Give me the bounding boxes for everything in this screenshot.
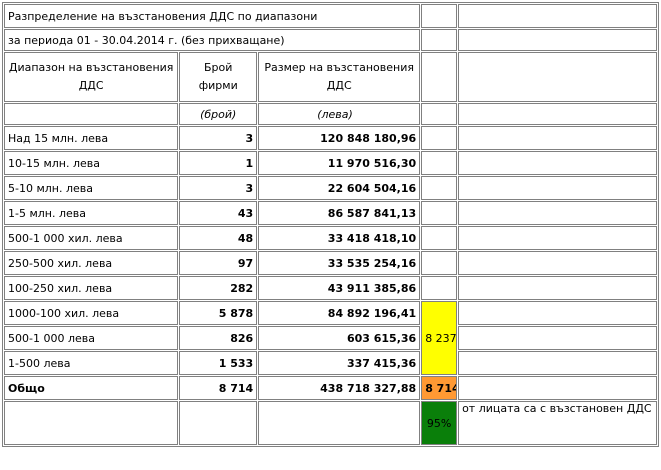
small-refunds-subtotal: 8 237	[421, 301, 458, 375]
empty-cell	[421, 29, 458, 51]
count-cell: 43	[179, 201, 258, 225]
table-row: 1000-100 хил. лева 5 878 84 892 196,41 8…	[4, 301, 657, 375]
table-row: 1-500 лева 1 533 337 415,36	[4, 351, 657, 375]
title-row: Разпределение на възстановения ДДС по ди…	[4, 4, 657, 28]
table-row: 500-1 000 лева 826 603 615,36	[4, 326, 657, 350]
amount-cell: 337 415,36	[258, 351, 421, 375]
period-row: за периода 01 - 30.04.2014 г. (без прихв…	[4, 29, 657, 51]
column-header-row: Диапазон на възстановения ДДС Брой фирми…	[4, 52, 657, 102]
empty-cell	[421, 4, 458, 28]
empty-cell	[179, 401, 258, 445]
empty-cell	[458, 251, 657, 275]
count-cell: 3	[179, 176, 258, 200]
empty-cell	[421, 276, 458, 300]
range-cell: 500-1 000 лева	[4, 326, 179, 350]
range-cell: 5-10 млн. лева	[4, 176, 179, 200]
amount-cell: 603 615,36	[258, 326, 421, 350]
empty-cell	[421, 226, 458, 250]
empty-cell	[4, 401, 179, 445]
amount-cell: 11 970 516,30	[258, 151, 421, 175]
amount-cell: 86 587 841,13	[258, 201, 421, 225]
empty-cell	[458, 52, 657, 102]
empty-cell	[421, 151, 458, 175]
empty-cell	[458, 151, 657, 175]
count-cell: 3	[179, 126, 258, 150]
empty-cell	[421, 103, 458, 125]
share-percent: 95%	[421, 401, 458, 445]
empty-cell	[458, 301, 657, 325]
empty-cell	[458, 126, 657, 150]
range-cell: 1000-100 хил. лева	[4, 301, 179, 325]
empty-cell	[421, 176, 458, 200]
empty-cell	[458, 226, 657, 250]
count-cell: 97	[179, 251, 258, 275]
table-row: Над 15 млн. лева 3 120 848 180,96	[4, 126, 657, 150]
empty-cell	[458, 4, 657, 28]
total-row: Общо 8 714 438 718 327,88 8 714	[4, 376, 657, 400]
count-cell: 1	[179, 151, 258, 175]
share-note: от лицата са с възстановен ДДС под 100 х…	[458, 401, 657, 445]
count-unit: (брой)	[179, 103, 258, 125]
count-cell: 1 533	[179, 351, 258, 375]
empty-cell	[458, 276, 657, 300]
empty-cell	[421, 52, 458, 102]
header-amount: Размер на възстановения ДДС	[258, 52, 421, 102]
header-count: Брой фирми	[179, 52, 258, 102]
range-cell: Над 15 млн. лева	[4, 126, 179, 150]
table-title: Разпределение на възстановения ДДС по ди…	[4, 4, 421, 28]
header-range: Диапазон на възстановения ДДС	[4, 52, 179, 102]
table-row: 5-10 млн. лева 3 22 604 504,16	[4, 176, 657, 200]
table-row: 100-250 хил. лева 282 43 911 385,86	[4, 276, 657, 300]
range-cell: 250-500 хил. лева	[4, 251, 179, 275]
vat-refund-table: Разпределение на възстановения ДДС по ди…	[2, 2, 659, 447]
amount-cell: 33 418 418,10	[258, 226, 421, 250]
empty-cell	[458, 103, 657, 125]
amount-cell: 120 848 180,96	[258, 126, 421, 150]
amount-unit: (лева)	[258, 103, 421, 125]
table-row: 10-15 млн. лева 1 11 970 516,30	[4, 151, 657, 175]
range-cell: 10-15 млн. лева	[4, 151, 179, 175]
total-count: 8 714	[179, 376, 258, 400]
amount-cell: 22 604 504,16	[258, 176, 421, 200]
count-cell: 282	[179, 276, 258, 300]
empty-cell	[458, 326, 657, 350]
empty-cell	[458, 201, 657, 225]
count-cell: 48	[179, 226, 258, 250]
range-cell: 500-1 000 хил. лева	[4, 226, 179, 250]
count-cell: 826	[179, 326, 258, 350]
total-label: Общо	[4, 376, 179, 400]
range-cell: 1-5 млн. лева	[4, 201, 179, 225]
amount-cell: 84 892 196,41	[258, 301, 421, 325]
table-row: 1-5 млн. лева 43 86 587 841,13	[4, 201, 657, 225]
share-row: 95% от лицата са с възстановен ДДС под 1…	[4, 401, 657, 445]
empty-cell	[458, 29, 657, 51]
empty-cell	[458, 176, 657, 200]
empty-cell	[421, 126, 458, 150]
empty-cell	[421, 251, 458, 275]
table-row: 500-1 000 хил. лева 48 33 418 418,10	[4, 226, 657, 250]
amount-cell: 33 535 254,16	[258, 251, 421, 275]
table-row: 250-500 хил. лева 97 33 535 254,16	[4, 251, 657, 275]
total-highlight: 8 714	[421, 376, 458, 400]
range-cell: 100-250 хил. лева	[4, 276, 179, 300]
empty-cell	[4, 103, 179, 125]
range-cell: 1-500 лева	[4, 351, 179, 375]
empty-cell	[458, 351, 657, 375]
units-row: (брой) (лева)	[4, 103, 657, 125]
count-cell: 5 878	[179, 301, 258, 325]
total-amount: 438 718 327,88	[258, 376, 421, 400]
table-period: за периода 01 - 30.04.2014 г. (без прихв…	[4, 29, 421, 51]
empty-cell	[258, 401, 421, 445]
empty-cell	[421, 201, 458, 225]
amount-cell: 43 911 385,86	[258, 276, 421, 300]
empty-cell	[458, 376, 657, 400]
